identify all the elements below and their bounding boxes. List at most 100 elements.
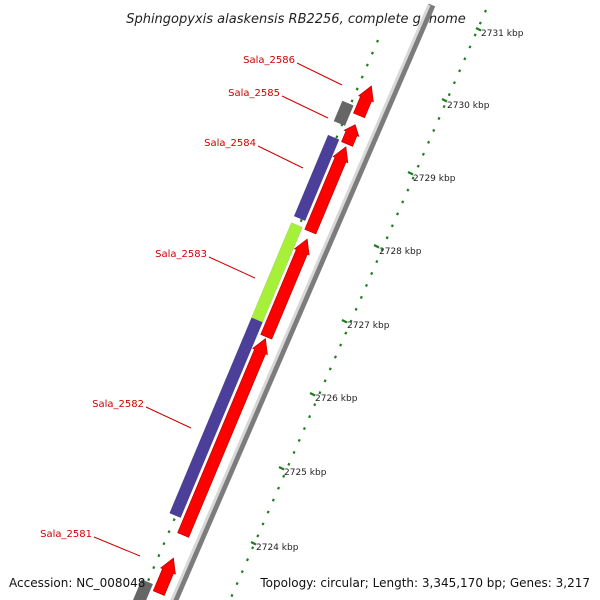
scale-tick-mark: [475, 27, 482, 32]
gc-dot: [230, 593, 234, 598]
gc-dot: [427, 140, 431, 144]
gc-dot: [364, 283, 368, 288]
scale-tick-mark: [341, 319, 348, 324]
gc-dot: [313, 403, 317, 407]
gc-dot: [297, 438, 301, 443]
gc-dot: [328, 367, 332, 371]
gc-dot: [468, 45, 472, 49]
gc-dot: [421, 152, 425, 156]
gc-dot: [256, 534, 260, 538]
gc-skew-dot: [152, 565, 156, 570]
gc-dot: [308, 415, 312, 419]
gc-dot: [323, 379, 327, 383]
gene-leader-line: [281, 95, 329, 119]
gc-dot: [302, 426, 306, 431]
gc-dot: [333, 355, 337, 359]
scale-tick-label: 2729 kbp: [413, 174, 456, 184]
gc-dot: [359, 295, 363, 299]
scale-tick-mark: [373, 244, 380, 249]
gc-dot: [318, 391, 322, 395]
gc-skew-dot: [172, 518, 176, 522]
gc-dot: [390, 224, 394, 228]
scale-tick-mark: [441, 98, 448, 103]
gc-dot: [452, 81, 456, 85]
cog-segment-purple: [169, 317, 263, 519]
gc-skew-dot: [167, 530, 171, 534]
cog-segment-green: [251, 222, 303, 323]
gc-dot: [282, 474, 286, 478]
gc-dot: [411, 176, 415, 180]
kbp-scale: 2731 kbp 2730 kbp 2729 kbp 2728 kbp 2727 kbp…: [250, 27, 524, 553]
cds-arrow-sala-2584: [304, 146, 349, 235]
gc-skew-dot: [147, 577, 151, 582]
cds-arrow-sala-2582: [177, 338, 268, 538]
gc-skew-dot: [157, 554, 161, 558]
gene-label-sala-2582: Sala_2582: [92, 399, 144, 410]
scale-tick-label: 2731 kbp: [481, 29, 524, 39]
gene-leader-line: [296, 62, 343, 86]
gc-dot: [354, 307, 358, 311]
gc-dot: [277, 486, 281, 490]
cog-segment-gray: [333, 100, 354, 127]
gc-skew-dot: [335, 135, 339, 139]
cog-segment-gray: [132, 579, 154, 600]
gc-dot: [235, 581, 239, 586]
gene-labels: Sala_2586 Sala_2585 Sala_2584 Sala_2583 Sala…: [40, 55, 343, 557]
gc-dot: [292, 450, 296, 454]
scale-tick-mark: [407, 171, 414, 176]
scale-tick-label: 2724 kbp: [256, 543, 299, 553]
gc-dot: [380, 248, 384, 252]
backbone-highlight: [170, 4, 431, 600]
gc-dot: [432, 128, 436, 132]
gc-dot: [401, 200, 405, 204]
gc-skew-dot: [365, 63, 369, 67]
cds-arrow-sala-2583: [260, 238, 310, 340]
scale-tick-mark: [250, 541, 257, 546]
gc-skew-dot: [360, 75, 364, 79]
map-title: Sphingopyxis alaskensis RB2256, complete…: [126, 12, 466, 27]
gc-skew-dot: [376, 39, 380, 43]
scale-tick-label: 2727 kbp: [347, 321, 390, 331]
gc-dot: [473, 33, 477, 37]
gc-skew-dot: [370, 51, 374, 55]
gene-label-sala-2583: Sala_2583: [155, 249, 207, 260]
gc-dot: [245, 558, 249, 562]
gc-skew-dot: [350, 99, 354, 103]
cog-segment-purple: [293, 134, 340, 222]
gc-skew-dot: [299, 219, 303, 223]
gc-dot: [437, 116, 441, 121]
cds-arrow-sala-2581: [152, 557, 176, 596]
gc-dot: [271, 498, 275, 502]
genome-backbone: [170, 3, 436, 600]
gene-leader-line: [208, 256, 256, 279]
gc-skew-dot: [162, 542, 166, 546]
gc-dot: [416, 164, 420, 168]
gc-dot: [240, 570, 244, 574]
gene-leader-line: [257, 145, 304, 169]
gene-label-sala-2581: Sala_2581: [40, 529, 92, 540]
gc-dot: [344, 331, 348, 335]
backbone-shadow: [171, 3, 436, 600]
gene-label-sala-2584: Sala_2584: [204, 138, 256, 149]
gc-dot: [266, 510, 270, 514]
gc-dot: [406, 188, 410, 192]
gc-dot: [287, 462, 291, 466]
gc-dot: [375, 260, 379, 264]
cds-arrow-sala-2585: [341, 124, 360, 147]
scale-tick-label: 2728 kbp: [379, 247, 422, 257]
gene-label-sala-2585: Sala_2585: [228, 88, 280, 99]
gc-dot: [458, 69, 462, 73]
scale-tick-mark: [278, 466, 285, 471]
gc-dot: [463, 57, 467, 61]
gene-leader-line: [145, 406, 192, 429]
scale-tick-mark: [309, 392, 316, 397]
gene-leader-line: [93, 536, 141, 557]
topology-text: Topology: circular; Length: 3,345,170 bp…: [259, 576, 590, 590]
accession-text: Accession: NC_008048: [9, 576, 145, 590]
gc-dot: [442, 104, 446, 109]
gc-skew-dot: [355, 87, 359, 91]
cog-track: [132, 100, 354, 600]
gc-dot: [483, 9, 488, 13]
scale-tick-label: 2725 kbp: [284, 468, 327, 478]
